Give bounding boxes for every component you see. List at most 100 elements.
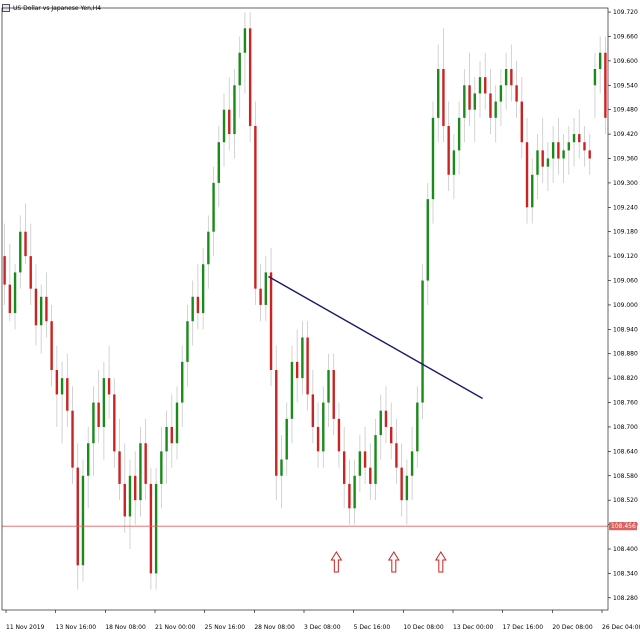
candle-body [8,284,12,314]
candle-body [154,483,158,574]
candle-body [489,93,492,118]
time-axis: 11 Nov 2019 13 Nov 16:00 18 Nov 08:00 21 No… [5,610,640,631]
y-tick-label: 109.240 [613,204,638,211]
candle-body [510,69,513,86]
candles-layer [3,12,607,590]
candle-body [525,142,529,208]
candle-body [358,451,362,476]
x-tick-label: 28 Nov 08:00 [254,624,295,631]
y-tick-label: 109.540 [613,82,638,89]
candle-body [217,142,221,183]
up-arrow [330,551,343,573]
candle-body [531,174,534,208]
y-tick-label: 109.600 [613,58,638,65]
candle-body [128,475,132,517]
x-tick-label: 13 Dec 00:00 [453,624,494,631]
candle-body [243,28,247,53]
candle-body [275,370,278,476]
candle-body [463,85,466,118]
candle-body [342,451,346,484]
candle-body [478,77,482,94]
candle-body [536,150,539,175]
candle-body [66,378,69,411]
y-tick-label: 108.400 [613,546,638,553]
candle-body [29,256,32,289]
candle-body [484,77,487,94]
candle-body [588,150,591,159]
y-tick-label: 108.580 [613,473,638,480]
candle-body [327,370,330,403]
candle-body [306,337,309,395]
candle-body [562,150,565,159]
overlay-layer [2,275,608,573]
candle-body [447,125,450,175]
x-tick-label: 26 Dec 04:00 [602,624,640,631]
current-price-label: 108.456 [611,523,636,530]
candle-body [102,378,106,427]
candle-body [165,426,168,452]
y-tick-label: 108.880 [613,351,638,358]
candle-body [285,418,288,460]
candle-body [295,361,299,379]
candle-body [546,158,550,167]
candle-body [416,402,419,452]
candle-body [149,483,153,574]
candle-body [134,475,137,501]
candle-body [113,394,116,452]
up-arrow [387,551,400,573]
y-tick-label: 109.180 [613,229,638,236]
candle-body [369,467,372,484]
candle-body [374,435,377,484]
candle-body [442,69,445,126]
y-tick-label: 109.000 [613,302,638,309]
candle-body [431,117,435,200]
y-tick-label: 108.280 [613,595,638,602]
candle-body [384,410,388,427]
y-tick-label: 108.640 [613,448,638,455]
candle-body [39,296,43,326]
candle-body [311,394,315,427]
candle-body [437,69,440,118]
candle-body [316,426,320,452]
candle-body [337,418,341,452]
y-tick-label: 108.940 [613,326,638,333]
candle-body [186,321,189,362]
candle-body [598,52,602,70]
candle-body [280,459,283,476]
candle-body [567,142,571,151]
y-tick-label: 108.340 [613,570,638,577]
candle-body [222,109,226,143]
candle-body [541,150,544,167]
candle-body [254,125,257,289]
candle-body [81,475,85,566]
y-tick-label: 109.420 [613,131,638,138]
candle-body [248,28,252,126]
candle-body [160,451,163,484]
y-tick-label: 108.520 [613,497,638,504]
plot-frame [1,7,609,611]
y-tick-label: 109.660 [613,33,638,40]
x-tick-label: 10 Dec 08:00 [403,624,444,631]
y-tick-label: 109.360 [613,156,638,163]
candle-body [71,410,74,468]
candle-body [400,467,403,501]
candle-body [520,101,524,143]
candle-body [426,199,429,281]
candle-body [19,231,22,273]
candle-body [499,85,503,102]
candle-body [50,321,53,371]
candle-body [3,256,6,285]
candle-body [593,69,597,86]
candle-body [60,378,64,395]
candle-body [572,134,576,143]
candle-body [264,272,268,305]
candle-body [348,483,351,509]
candle-body [175,402,179,444]
candle-body [604,52,607,118]
candle-body [457,117,461,151]
candle-body [207,231,210,265]
candle-body [421,280,424,403]
candle-body [259,288,262,305]
candle-body [191,296,194,322]
